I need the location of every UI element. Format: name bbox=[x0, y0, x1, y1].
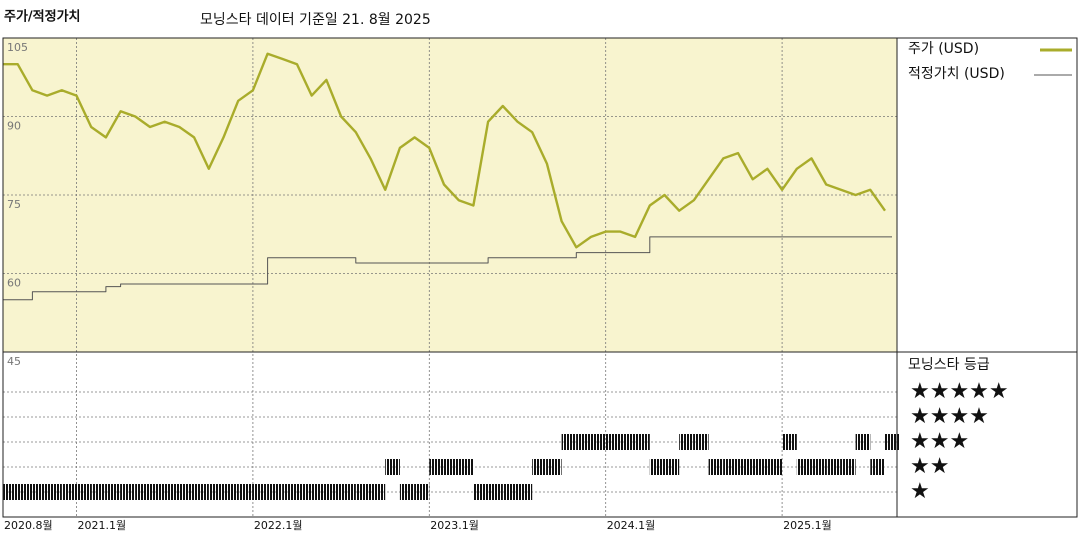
rating-label: ★★★★★ bbox=[910, 379, 1009, 404]
rating-bar bbox=[120, 484, 136, 500]
rating-bar bbox=[61, 484, 77, 500]
rating-bar bbox=[679, 434, 694, 450]
rating-bar bbox=[385, 459, 400, 475]
y-tick-label: 75 bbox=[7, 198, 21, 211]
x-tick-label: 2020.8월 bbox=[4, 519, 53, 532]
rating-bar bbox=[135, 484, 150, 500]
rating-bar bbox=[532, 459, 547, 475]
rating-bar bbox=[488, 484, 503, 500]
rating-bar bbox=[414, 484, 430, 500]
rating-bar bbox=[826, 459, 841, 475]
rating-bar bbox=[3, 484, 18, 500]
rating-bar bbox=[194, 484, 209, 500]
x-tick-label: 2025.1월 bbox=[783, 519, 832, 532]
series-line bbox=[3, 236, 892, 301]
rating-bar bbox=[605, 434, 621, 450]
plot-background bbox=[3, 38, 897, 352]
rating-bar bbox=[341, 484, 356, 500]
rating-bar bbox=[708, 459, 724, 475]
rating-bar bbox=[238, 484, 253, 500]
rating-bar bbox=[458, 459, 474, 475]
rating-bar bbox=[870, 459, 885, 475]
rating-bar bbox=[796, 459, 812, 475]
rating-label: ★★★ bbox=[910, 429, 969, 454]
rating-bar bbox=[517, 484, 533, 500]
rating-bar bbox=[473, 484, 489, 500]
rating-bar bbox=[693, 434, 709, 450]
rating-title: 모닝스타 등급 bbox=[908, 357, 990, 373]
rating-label: ★★ bbox=[910, 454, 949, 479]
frame bbox=[2, 37, 1078, 518]
rating-bar bbox=[782, 434, 797, 450]
rating-label: ★ bbox=[910, 479, 930, 504]
x-tick-label: 2023.1월 bbox=[430, 519, 479, 532]
rating-bar bbox=[723, 459, 738, 475]
rating-bar bbox=[355, 484, 371, 500]
rating-bar bbox=[76, 484, 92, 500]
rating-bar bbox=[370, 484, 386, 500]
chart-title: 주가/적정가치 bbox=[4, 9, 81, 25]
rating-bar bbox=[399, 484, 415, 500]
rating-bar bbox=[326, 484, 342, 500]
rating-bar bbox=[267, 484, 283, 500]
rating-bar bbox=[620, 434, 636, 450]
rating-bar bbox=[664, 459, 680, 475]
rating-bar bbox=[105, 484, 121, 500]
rating-bar bbox=[635, 434, 650, 450]
rating-bar bbox=[297, 484, 312, 500]
rating-bar bbox=[429, 459, 444, 475]
series-line bbox=[3, 52, 886, 249]
rating-bar bbox=[502, 484, 518, 500]
rating-bar bbox=[282, 484, 297, 500]
rating-bar bbox=[738, 459, 753, 475]
rating-bar bbox=[164, 484, 180, 500]
rating-bar bbox=[91, 484, 106, 500]
rating-bar bbox=[47, 484, 62, 500]
rating-bar bbox=[649, 459, 665, 475]
rating-bar bbox=[591, 434, 606, 450]
x-tick-label: 2022.1월 bbox=[254, 519, 303, 532]
rating-bar bbox=[752, 459, 768, 475]
rating-bar bbox=[252, 484, 268, 500]
rating-bar bbox=[208, 484, 224, 500]
rating-bar bbox=[811, 459, 827, 475]
legend-label: 적정가치 (USD) bbox=[908, 66, 1005, 82]
rating-bar bbox=[179, 484, 195, 500]
x-tick-label: 2024.1월 bbox=[607, 519, 656, 532]
rating-bar bbox=[767, 459, 783, 475]
y-tick-label: 90 bbox=[7, 120, 21, 133]
y-tick-label: 60 bbox=[7, 277, 21, 290]
rating-bar bbox=[32, 484, 48, 500]
rating-bar bbox=[855, 434, 871, 450]
y-tick-label: 45 bbox=[7, 355, 21, 368]
chart-subtitle: 모닝스타 데이터 기준일 21. 8월 2025 bbox=[200, 12, 431, 28]
rating-bar bbox=[885, 434, 900, 450]
rating-bar bbox=[311, 484, 327, 500]
rating-bar bbox=[561, 434, 577, 450]
y-tick-label: 105 bbox=[7, 41, 28, 54]
rating-bar bbox=[444, 459, 459, 475]
rating-label: ★★★★ bbox=[910, 404, 989, 429]
rating-bar bbox=[840, 459, 856, 475]
legend-label: 주가 (USD) bbox=[908, 41, 979, 57]
rating-bar bbox=[150, 484, 165, 500]
rating-bar bbox=[17, 484, 33, 500]
x-tick-label: 2021.1월 bbox=[78, 519, 127, 532]
rating-bar bbox=[546, 459, 562, 475]
rating-bar bbox=[576, 434, 591, 450]
rating-bar bbox=[223, 484, 239, 500]
